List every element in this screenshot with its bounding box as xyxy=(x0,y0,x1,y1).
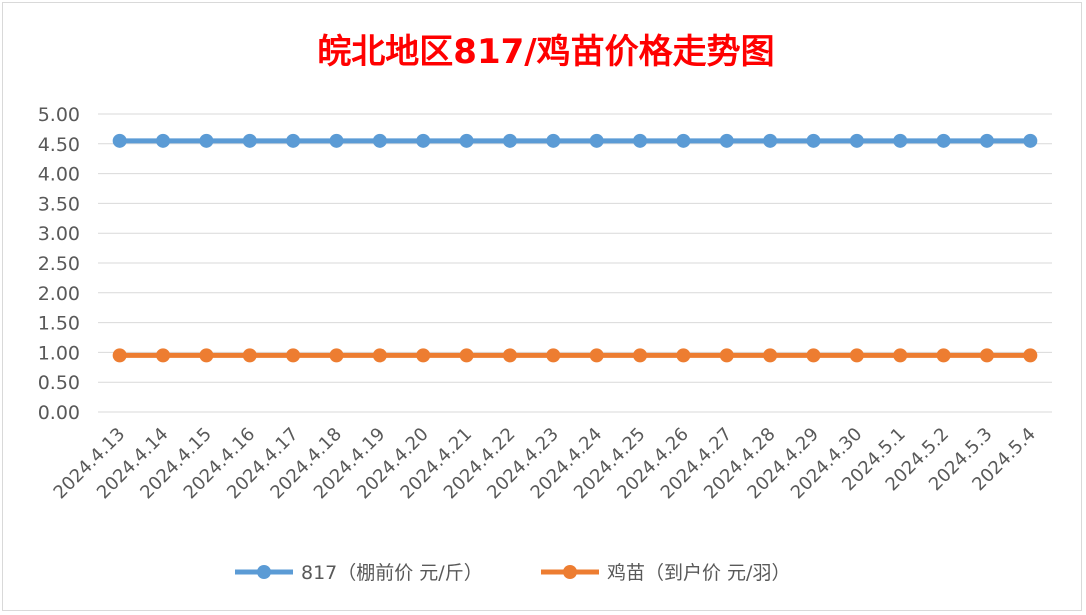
data-point-1-6 xyxy=(372,348,387,363)
y-tick-label: 3.00 xyxy=(38,223,80,245)
data-point-1-13 xyxy=(676,348,691,363)
data-point-1-15 xyxy=(763,348,778,363)
data-point-0-15 xyxy=(763,133,778,148)
data-point-1-1 xyxy=(156,348,171,363)
data-point-0-10 xyxy=(546,133,561,148)
data-point-1-11 xyxy=(589,348,604,363)
data-point-0-7 xyxy=(416,133,431,148)
y-tick-label: 5.00 xyxy=(38,104,80,126)
data-point-1-21 xyxy=(1023,348,1038,363)
data-point-1-19 xyxy=(936,348,951,363)
x-axis-ticks: 2024.4.132024.4.142024.4.152024.4.162024… xyxy=(50,424,1040,504)
legend-marker-1 xyxy=(563,565,577,579)
data-point-0-12 xyxy=(633,133,648,148)
y-tick-label: 4.00 xyxy=(38,164,80,186)
data-point-1-14 xyxy=(719,348,734,363)
chart-title: 皖北地区817/鸡苗价格走势图 xyxy=(317,32,774,72)
legend-label-1: 鸡苗（到户价 元/羽） xyxy=(607,562,790,584)
data-point-0-9 xyxy=(502,133,517,148)
y-tick-label: 1.50 xyxy=(38,313,80,335)
legend: 817（棚前价 元/斤） 鸡苗（到户价 元/羽） xyxy=(235,562,790,584)
data-point-1-18 xyxy=(893,348,908,363)
y-tick-label: 2.50 xyxy=(38,253,80,275)
data-point-1-8 xyxy=(459,348,474,363)
y-tick-label: 2.00 xyxy=(38,283,80,305)
legend-marker-0 xyxy=(257,565,271,579)
y-tick-label: 3.50 xyxy=(38,193,80,215)
data-point-1-2 xyxy=(199,348,214,363)
data-point-1-0 xyxy=(112,348,127,363)
data-point-0-11 xyxy=(589,133,604,148)
data-point-0-1 xyxy=(156,133,171,148)
data-point-1-16 xyxy=(806,348,821,363)
legend-label-0: 817（棚前价 元/斤） xyxy=(301,562,483,584)
data-point-0-6 xyxy=(372,133,387,148)
data-point-0-16 xyxy=(806,133,821,148)
y-tick-label: 0.50 xyxy=(38,372,80,394)
data-point-0-2 xyxy=(199,133,214,148)
data-point-0-4 xyxy=(286,133,301,148)
data-point-0-3 xyxy=(242,133,257,148)
data-point-0-20 xyxy=(979,133,994,148)
gridlines xyxy=(98,113,1052,413)
data-point-1-3 xyxy=(242,348,257,363)
data-point-0-13 xyxy=(676,133,691,148)
data-point-0-5 xyxy=(329,133,344,148)
data-point-0-21 xyxy=(1023,133,1038,148)
data-point-0-0 xyxy=(112,133,127,148)
y-axis-ticks: 0.00 0.50 1.00 1.50 2.00 2.50 3.00 3.50 4.00 4.50… xyxy=(38,104,80,424)
data-point-1-7 xyxy=(416,348,431,363)
data-point-0-18 xyxy=(893,133,908,148)
data-point-1-5 xyxy=(329,348,344,363)
data-point-1-17 xyxy=(849,348,864,363)
data-point-1-4 xyxy=(286,348,301,363)
data-point-1-20 xyxy=(979,348,994,363)
data-point-0-8 xyxy=(459,133,474,148)
data-point-0-17 xyxy=(849,133,864,148)
y-tick-label: 0.00 xyxy=(38,402,80,424)
y-tick-label: 1.00 xyxy=(38,342,80,364)
data-point-0-14 xyxy=(719,133,734,148)
series-layer xyxy=(112,133,1038,363)
data-point-0-19 xyxy=(936,133,951,148)
y-tick-label: 4.50 xyxy=(38,134,80,156)
data-point-1-9 xyxy=(502,348,517,363)
data-point-1-12 xyxy=(633,348,648,363)
data-point-1-10 xyxy=(546,348,561,363)
line-chart: 皖北地区817/鸡苗价格走势图 0.00 0.50 1.00 1.50 2.00 2.50… xyxy=(38,32,1052,584)
